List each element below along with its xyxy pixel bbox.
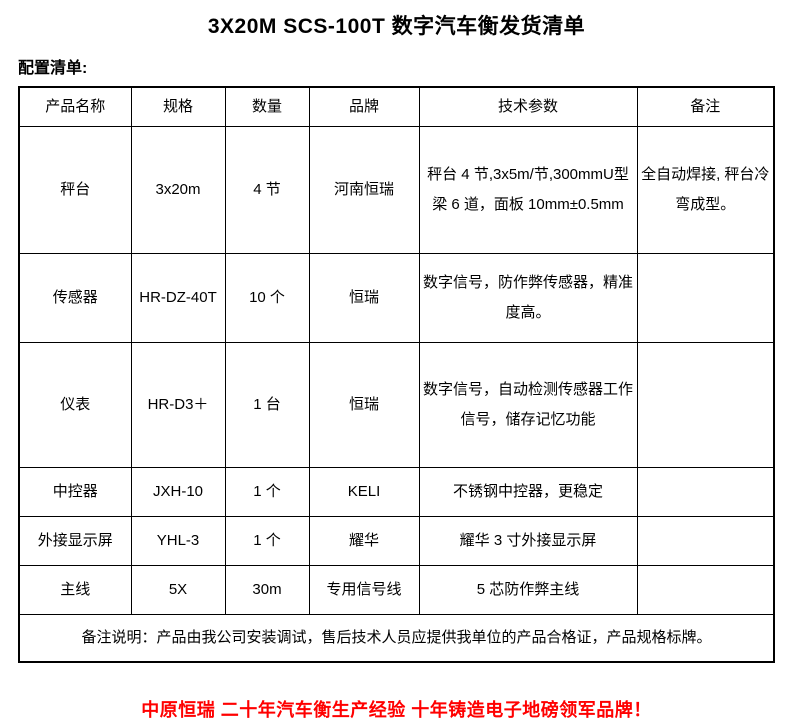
cell-spec: YHL-3: [130, 516, 226, 566]
cell-product-name: 中控器: [18, 467, 132, 517]
cell-tech-params: 不锈钢中控器，更稳定: [418, 467, 638, 517]
cell-brand: 河南恒瑞: [308, 126, 420, 254]
cell-spec: HR-D3＋: [130, 342, 226, 468]
table-row: 仪表 HR-D3＋ 1 台 恒瑞 数字信号，自动检测传感器工作信号，储存记忆功能: [18, 342, 775, 468]
column-header-product-name: 产品名称: [18, 86, 132, 127]
cell-spec: 3x20m: [130, 126, 226, 254]
cell-quantity: 10 个: [224, 253, 310, 343]
table-row: 中控器 JXH-10 1 个 KELI 不锈钢中控器，更稳定: [18, 467, 775, 517]
cell-spec: JXH-10: [130, 467, 226, 517]
cell-tech-params: 5 芯防作弊主线: [418, 565, 638, 615]
table-header-row: 产品名称 规格 数量 品牌 技术参数 备注: [18, 86, 775, 127]
cell-remarks: 全自动焊接, 秤台冷弯成型。: [636, 126, 775, 254]
cell-quantity: 30m: [224, 565, 310, 615]
company-slogan: 中原恒瑞 二十年汽车衡生产经验 十年铸造电子地磅领军品牌！: [141, 700, 652, 720]
page-title: 3X20M SCS-100T 数字汽车衡发货清单: [207, 15, 586, 38]
cell-tech-params: 秤台 4 节,3x5m/节,300mmU型梁 6 道，面板 10mm±0.5mm: [418, 126, 638, 254]
cell-product-name: 主线: [18, 565, 132, 615]
cell-quantity: 1 台: [224, 342, 310, 468]
table-row: 秤台 3x20m 4 节 河南恒瑞 秤台 4 节,3x5m/节,300mmU型梁…: [18, 126, 775, 254]
cell-quantity: 1 个: [224, 467, 310, 517]
cell-brand: 耀华: [308, 516, 420, 566]
cell-tech-params: 数字信号，自动检测传感器工作信号，储存记忆功能: [418, 342, 638, 468]
cell-product-name: 外接显示屏: [18, 516, 132, 566]
cell-remarks: [636, 516, 775, 566]
column-header-tech-params: 技术参数: [418, 86, 638, 127]
cell-quantity: 4 节: [224, 126, 310, 254]
cell-spec: HR-DZ-40T: [130, 253, 226, 343]
footer-note-text: 备注说明：产品由我公司安装调试，售后技术人员应提供我单位的产品合格证，产品规格标…: [18, 614, 775, 663]
cell-spec: 5X: [130, 565, 226, 615]
cell-brand: KELI: [308, 467, 420, 517]
column-header-brand: 品牌: [308, 86, 420, 127]
column-header-remarks: 备注: [636, 86, 775, 127]
cell-product-name: 秤台: [18, 126, 132, 254]
document-page: 3X20M SCS-100T 数字汽车衡发货清单 配置清单: 产品名称 规格 数…: [0, 12, 793, 720]
cell-remarks: [636, 253, 775, 343]
cell-remarks: [636, 565, 775, 615]
table-row: 外接显示屏 YHL-3 1 个 耀华 耀华 3 寸外接显示屏: [18, 516, 775, 566]
table-row: 传感器 HR-DZ-40T 10 个 恒瑞 数字信号，防作弊传感器，精准度高。: [18, 253, 775, 343]
cell-product-name: 仪表: [18, 342, 132, 468]
cell-brand: 恒瑞: [308, 253, 420, 343]
cell-brand: 恒瑞: [308, 342, 420, 468]
cell-tech-params: 耀华 3 寸外接显示屏: [418, 516, 638, 566]
cell-remarks: [636, 467, 775, 517]
column-header-spec: 规格: [130, 86, 226, 127]
cell-remarks: [636, 342, 775, 468]
table-footer-note-row: 备注说明：产品由我公司安装调试，售后技术人员应提供我单位的产品合格证，产品规格标…: [18, 614, 775, 663]
cell-tech-params: 数字信号，防作弊传感器，精准度高。: [418, 253, 638, 343]
cell-product-name: 传感器: [18, 253, 132, 343]
configuration-table: 产品名称 规格 数量 品牌 技术参数 备注 秤台 3x20m 4 节 河南恒瑞 …: [18, 86, 775, 663]
table-row: 主线 5X 30m 专用信号线 5 芯防作弊主线: [18, 565, 775, 615]
cell-brand: 专用信号线: [308, 565, 420, 615]
cell-quantity: 1 个: [224, 516, 310, 566]
section-subtitle: 配置清单:: [18, 60, 88, 77]
column-header-quantity: 数量: [224, 86, 310, 127]
